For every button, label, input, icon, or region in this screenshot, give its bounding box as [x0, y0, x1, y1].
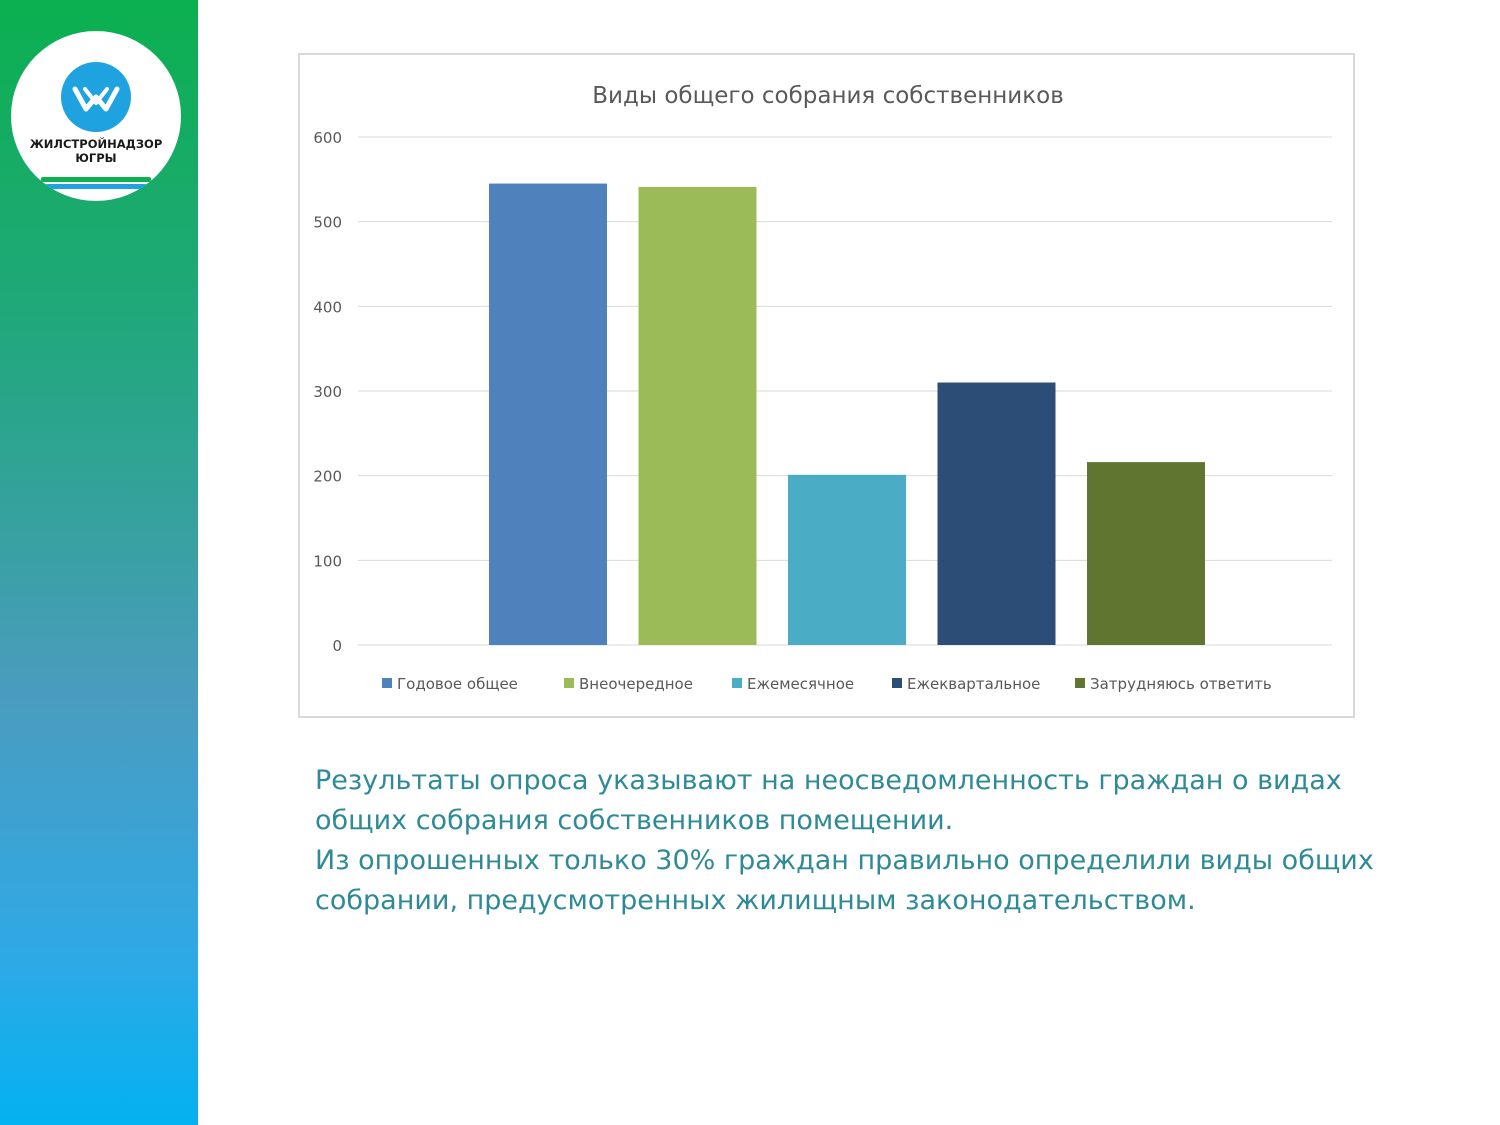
legend-swatch [382, 678, 392, 688]
legend-swatch [732, 678, 742, 688]
sidebar-band: ЖИЛСТРОЙНАДЗОР ЮГРЫ [0, 0, 198, 1125]
logo-line2: ЮГРЫ [75, 151, 117, 165]
legend-label: Ежеквартальное [907, 675, 1040, 693]
legend-label: Ежемесячное [747, 675, 854, 693]
y-tick-label: 600 [313, 129, 342, 147]
legend-label: Годовое общее [397, 675, 518, 693]
y-tick-label: 400 [313, 298, 342, 316]
y-tick-label: 0 [332, 637, 342, 655]
logo-line1: ЖИЛСТРОЙНАДЗОР [29, 137, 163, 151]
bar-2 [638, 186, 757, 645]
y-tick-label: 300 [313, 383, 342, 401]
chart-title: Виды общего собрания собственников [592, 83, 1064, 109]
bar-3 [788, 474, 906, 645]
bar-4 [937, 382, 1056, 645]
legend-swatch [1075, 678, 1085, 688]
summary-paragraph-1: Результаты опроса указывают на неосведом… [315, 765, 1342, 836]
logo: ЖИЛСТРОЙНАДЗОР ЮГРЫ [11, 31, 181, 201]
legend-label: Затрудняюсь ответить [1090, 675, 1272, 693]
logo-text: ЖИЛСТРОЙНАДЗОР ЮГРЫ [11, 137, 181, 165]
y-tick-label: 100 [313, 552, 342, 570]
logo-wave-blue [45, 184, 147, 189]
chart-frame: Виды общего собрания собственников 0 100 2… [298, 53, 1355, 718]
summary-text: Результаты опроса указывают на неосведом… [315, 761, 1375, 921]
bar-1 [489, 183, 607, 646]
chart-bars [489, 183, 1205, 646]
bar-5 [1087, 462, 1205, 645]
logo-wave-green [41, 177, 151, 182]
legend-swatch [564, 678, 574, 688]
y-tick-label: 200 [313, 468, 342, 486]
y-tick-label: 500 [313, 214, 342, 232]
summary-paragraph-2: Из опрошенных только 30% граждан правиль… [315, 845, 1374, 916]
legend-swatch [892, 678, 902, 688]
logo-emblem-icon [61, 62, 131, 132]
legend-label: Внеочередное [579, 675, 693, 693]
y-axis-ticks: 0 100 200 300 400 500 600 [313, 129, 342, 655]
bar-chart: Виды общего собрания собственников 0 100 2… [313, 83, 1332, 693]
chart-legend: Годовое общее Внеочередное Ежемесячное Ежек… [382, 675, 1272, 693]
